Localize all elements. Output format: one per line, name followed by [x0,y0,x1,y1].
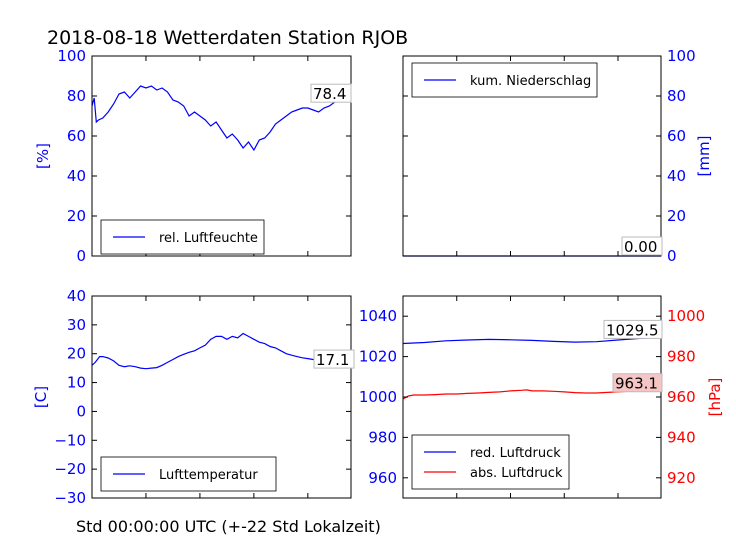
last-value-box [612,373,663,393]
y-tick-label: 60 [67,127,86,145]
last-value-label: 78.4 [313,85,346,103]
y-tick-label: 980 [368,428,397,446]
legend-label: rel. Luftfeuchte [159,231,258,246]
temperature-panel: −30 −20 −10 0 10 20 30 40 [C] Lufttemperatur 17.1 [32,287,355,507]
y-tick-label: 100 [57,47,86,65]
last-value-box [310,83,352,103]
y-tick-label: 1040 [359,307,397,325]
y-tick-label: 80 [67,87,86,105]
pressure-panel: 960 980 1000 1020 1040 920 940 960 980 1000 [hPa] r… [359,295,724,499]
y-tick-label: 1020 [359,348,397,366]
y-tick-label: 1000 [359,388,397,406]
last-value-box [603,319,663,339]
y-tick-label: 30 [67,316,86,334]
y-tick-label: 980 [667,348,696,366]
y-tick-label: 940 [667,428,696,446]
y-axis-label: [C] [32,386,50,408]
y-tick-label: 40 [67,167,86,185]
y-tick-label: 40 [67,287,86,305]
humidity-panel: 0 20 40 60 80 100 [%] rel. Luftfeuchte 78.4 [34,47,352,265]
figure-title: 2018-08-18 Wetterdaten Station RJOB [47,27,408,49]
last-value-label: 17.1 [316,351,349,369]
precipitation-panel: 0 20 40 60 80 100 [mm] kum. Niederschlag 0.00 [402,47,713,265]
last-value-label: 1029.5 [606,321,659,339]
y-tick-label: −30 [54,489,86,507]
y-tick-label: 960 [667,388,696,406]
legend-box [411,434,570,490]
legend-label: abs. Luftdruck [470,466,563,481]
y-tick-label: 960 [368,469,397,487]
y-tick-label: −20 [54,460,86,478]
plot-frame [91,295,352,499]
y-tick-label: 40 [667,167,686,185]
y-tick-label: 10 [67,374,86,392]
y-tick-label: 0 [667,247,677,265]
y-tick-label: 0 [76,247,86,265]
legend-label: red. Luftdruck [470,446,561,461]
last-value-label: 963.1 [615,375,658,393]
y-tick-label: 20 [667,207,686,225]
y-tick-label: 20 [67,345,86,363]
y-tick-label: 920 [667,469,696,487]
y-axis-label: [%] [34,143,52,169]
y-tick-label: 0 [76,402,86,420]
y-axis-label: [mm] [695,136,713,177]
y-tick-label: 100 [667,47,696,65]
y-tick-label: 1000 [667,307,705,325]
last-value-label: 0.00 [624,238,657,256]
plot-frame [402,55,662,257]
figure-x-axis-label: Std 00:00:00 UTC (+-22 Std Lokalzeit) [76,517,381,536]
last-value-box [313,349,355,369]
legend-label: kum. Niederschlag [470,74,591,89]
plot-frame [91,55,352,257]
temperature-line [91,332,351,370]
y-axis-label-right: [hPa] [706,378,724,417]
y-tick-label: −10 [54,431,86,449]
legend-label: Lufttemperatur [159,468,258,483]
y-tick-label: 60 [667,127,686,145]
last-value-box [621,236,663,256]
y-tick-label: 20 [67,207,86,225]
red-pressure-line [402,336,662,345]
y-tick-label: 80 [667,87,686,105]
humidity-line [91,85,352,152]
